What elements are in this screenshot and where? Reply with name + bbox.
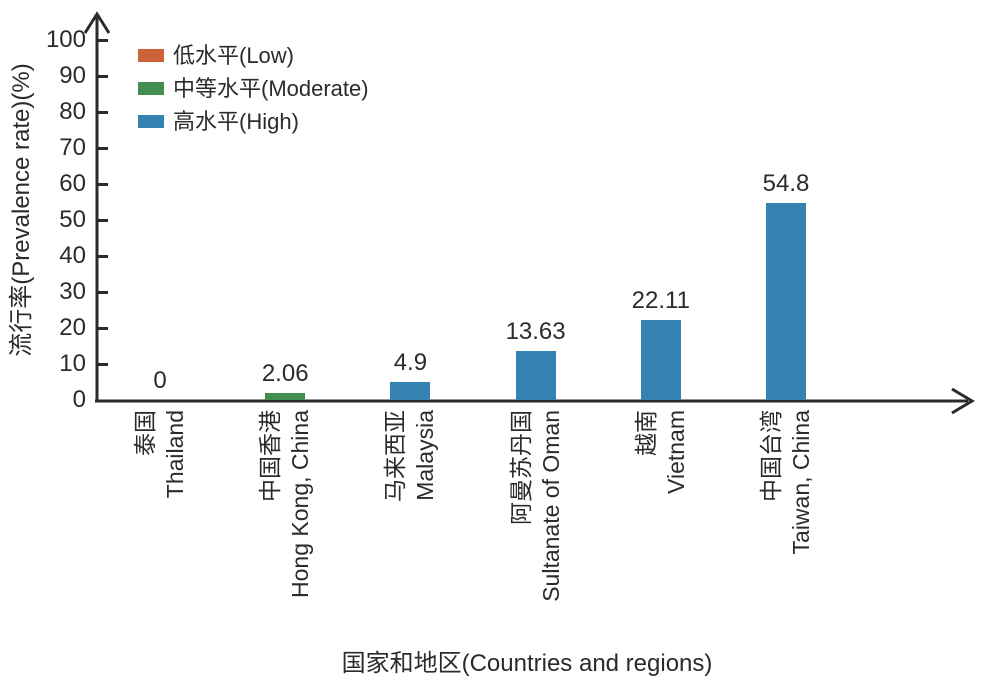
- y-tick-label: 100: [45, 26, 86, 53]
- legend-label: 低水平(Low): [173, 43, 295, 68]
- y-tick-label: 40: [59, 242, 86, 269]
- legend-item: 中等水平(Moderate): [138, 72, 369, 105]
- x-category-label-en: Vietnam: [662, 410, 689, 494]
- x-category-label-zh: 阿曼苏丹国: [507, 410, 534, 525]
- x-axis-title: 国家和地区(Countries and regions): [341, 650, 713, 677]
- bar-value-label: 2.06: [261, 359, 309, 387]
- bar: [766, 202, 806, 400]
- y-axis-arrow-icon: [83, 11, 111, 34]
- y-tick: [98, 218, 108, 222]
- bar-value-label: 54.8: [762, 169, 810, 197]
- bar: [265, 392, 306, 400]
- bar-value-label: 0: [153, 367, 167, 394]
- legend-swatch-high: [138, 115, 164, 128]
- y-tick-label: 90: [59, 62, 86, 89]
- legend-label: 中等水平(Moderate): [173, 76, 369, 101]
- x-category-label: 泰国 Thailand: [130, 410, 190, 680]
- x-category-label-zh: 泰国: [132, 410, 158, 456]
- legend-item: 低水平(Low): [138, 39, 369, 72]
- y-tick: [98, 290, 108, 294]
- y-tick-label: 0: [72, 386, 86, 413]
- bar: [515, 350, 556, 400]
- y-tick: [98, 38, 108, 42]
- x-category-label-en: Thailand: [162, 410, 188, 499]
- y-tick-label: 20: [59, 314, 86, 341]
- x-category-label-en: Hong Kong, China: [287, 410, 314, 598]
- y-tick: [98, 254, 108, 258]
- y-tick-label: 80: [59, 98, 86, 125]
- x-category-label-en: Sultanate of Oman: [537, 410, 564, 602]
- y-tick: [98, 74, 108, 78]
- y-tick-label: 60: [59, 170, 86, 197]
- y-tick-label: 50: [59, 206, 86, 233]
- y-tick: [98, 110, 108, 114]
- legend-item: 高水平(High): [138, 105, 369, 138]
- bar-value-label: 22.11: [631, 287, 690, 315]
- legend: 低水平(Low) 中等水平(Moderate) 高水平(High): [138, 39, 369, 138]
- x-category-label-zh: 马来西亚: [382, 410, 409, 502]
- y-tick-label: 10: [59, 350, 86, 377]
- y-tick: [98, 362, 108, 366]
- x-category-label: 阿曼苏丹国 Sultanate of Oman: [506, 410, 566, 680]
- x-category-label: 中国香港 Hong Kong, China: [255, 410, 315, 680]
- bar: [390, 382, 431, 400]
- bar-value-label: 13.63: [505, 317, 566, 345]
- legend-swatch-moderate: [138, 82, 164, 95]
- x-category-label: 马来西亚 Malaysia: [380, 410, 440, 680]
- x-category-label-zh: 越南: [632, 410, 659, 456]
- x-category-label-zh: 中国台湾: [758, 410, 784, 502]
- legend-label: 高水平(High): [173, 109, 299, 134]
- x-category-label-zh: 中国香港: [257, 410, 284, 502]
- x-category-label-en: Malaysia: [412, 410, 439, 501]
- x-category-label: 中国台湾 Taiwan, China: [756, 410, 816, 680]
- y-tick: [98, 182, 108, 186]
- y-tick-label: 70: [59, 134, 86, 161]
- x-category-label-en: Taiwan, China: [788, 410, 814, 555]
- bar: [640, 320, 681, 400]
- x-category-label: 越南 Vietnam: [631, 410, 691, 680]
- y-tick: [98, 326, 108, 330]
- y-tick: [98, 146, 108, 150]
- y-tick-label: 30: [59, 278, 86, 305]
- legend-swatch-low: [138, 49, 164, 62]
- bar-value-label: 4.9: [393, 349, 428, 377]
- x-axis-arrow-icon: [951, 387, 975, 415]
